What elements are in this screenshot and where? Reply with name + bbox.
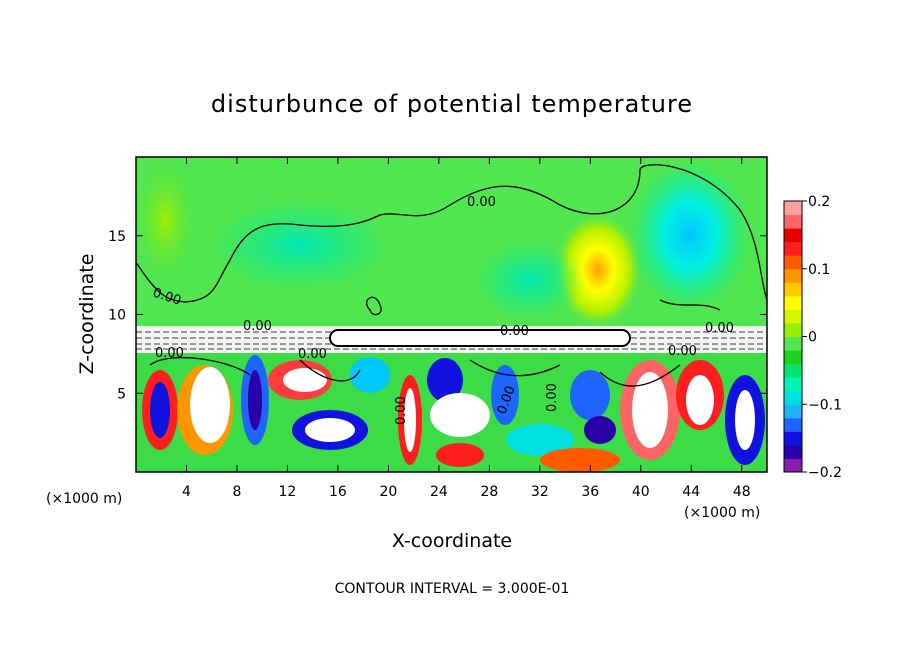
x-tick-label: 16 (329, 484, 347, 500)
colorbar-swatch (784, 309, 802, 324)
colorbar-tick-label: 0 (808, 330, 817, 346)
colorbar-swatch (784, 228, 802, 243)
contour-label: 0.00 (705, 321, 734, 336)
colorbar-swatch (784, 363, 802, 378)
colorbar-swatch (784, 390, 802, 405)
colorbar-swatch (784, 255, 802, 270)
colorbar-swatch (784, 201, 802, 216)
x-tick-label: 12 (279, 484, 297, 500)
contour-label: 0.00 (243, 319, 272, 334)
contour-label: 0.00 (394, 396, 409, 425)
colorbar-tick-label: 0.2 (808, 194, 830, 210)
colorbar-swatch (784, 444, 802, 459)
x-unit-left: (×1000 m) (46, 491, 122, 507)
colorbar-swatch (784, 241, 802, 256)
colorbar-tick-label: −0.2 (808, 465, 842, 481)
contour-label: 0.00 (545, 383, 560, 412)
x-tick-label: 24 (430, 484, 448, 500)
x-tick-label: 36 (581, 484, 599, 500)
colorbar-swatch (784, 295, 802, 310)
warm-anomaly-2km (136, 160, 195, 280)
y-axis-label: Z-coordinate (76, 254, 98, 375)
colorbar-swatch (784, 268, 802, 283)
x-tick-label: 44 (682, 484, 700, 500)
x-tick-label: 48 (733, 484, 751, 500)
contour-label: 0.00 (500, 324, 529, 339)
contour-label: 0.00 (298, 347, 327, 362)
contour-label: 0.00 (668, 344, 697, 359)
contour-lines (136, 164, 767, 387)
y-tick-label: 15 (108, 229, 126, 245)
x-ticks: 4 8 12 16 20 24 28 32 36 40 44 48 (182, 157, 751, 500)
x-axis-label: X-coordinate (392, 530, 512, 552)
colorbar-swatch (784, 404, 802, 419)
y-tick-label: 5 (117, 386, 126, 402)
x-tick-label: 40 (632, 484, 650, 500)
colorbar-tick-label: −0.1 (808, 397, 842, 413)
colorbar-swatch (784, 214, 802, 229)
inversion-core (329, 329, 631, 347)
y-tick-label: 10 (108, 308, 126, 324)
cool-anomaly-20km (210, 200, 390, 290)
cool-anomaly-31km (475, 240, 585, 320)
colorbar-swatch (784, 350, 802, 365)
x-tick-label: 32 (531, 484, 549, 500)
contour-label: 0.00 (155, 346, 184, 361)
contour-label: 0.00 (467, 195, 496, 210)
cool-anomaly-45km (630, 160, 750, 310)
contour-interval: CONTOUR INTERVAL = 3.000E-01 (335, 581, 570, 597)
chart-title: disturbunce of potential temperature (211, 90, 693, 118)
colorbar-ticks: 0.2 0.1 0 −0.1 −0.2 (802, 194, 842, 481)
colorbar-swatch (784, 458, 802, 473)
x-tick-label: 28 (480, 484, 498, 500)
colorbar-swatch (784, 377, 802, 392)
colorbar (784, 201, 802, 473)
colorbar-swatch (784, 322, 802, 337)
colorbar-tick-label: 0.1 (808, 262, 830, 278)
colorbar-swatch (784, 282, 802, 297)
y-ticks: 5 10 15 (108, 229, 767, 402)
x-tick-label: 4 (182, 484, 191, 500)
x-unit-right: (×1000 m) (684, 505, 760, 521)
x-tick-label: 20 (379, 484, 397, 500)
x-tick-label: 8 (232, 484, 241, 500)
plot-area (136, 157, 767, 472)
colorbar-swatch (784, 417, 802, 432)
colorbar-swatch (784, 336, 802, 351)
colorbar-swatch (784, 431, 802, 446)
turbulent-eddies (142, 355, 765, 472)
